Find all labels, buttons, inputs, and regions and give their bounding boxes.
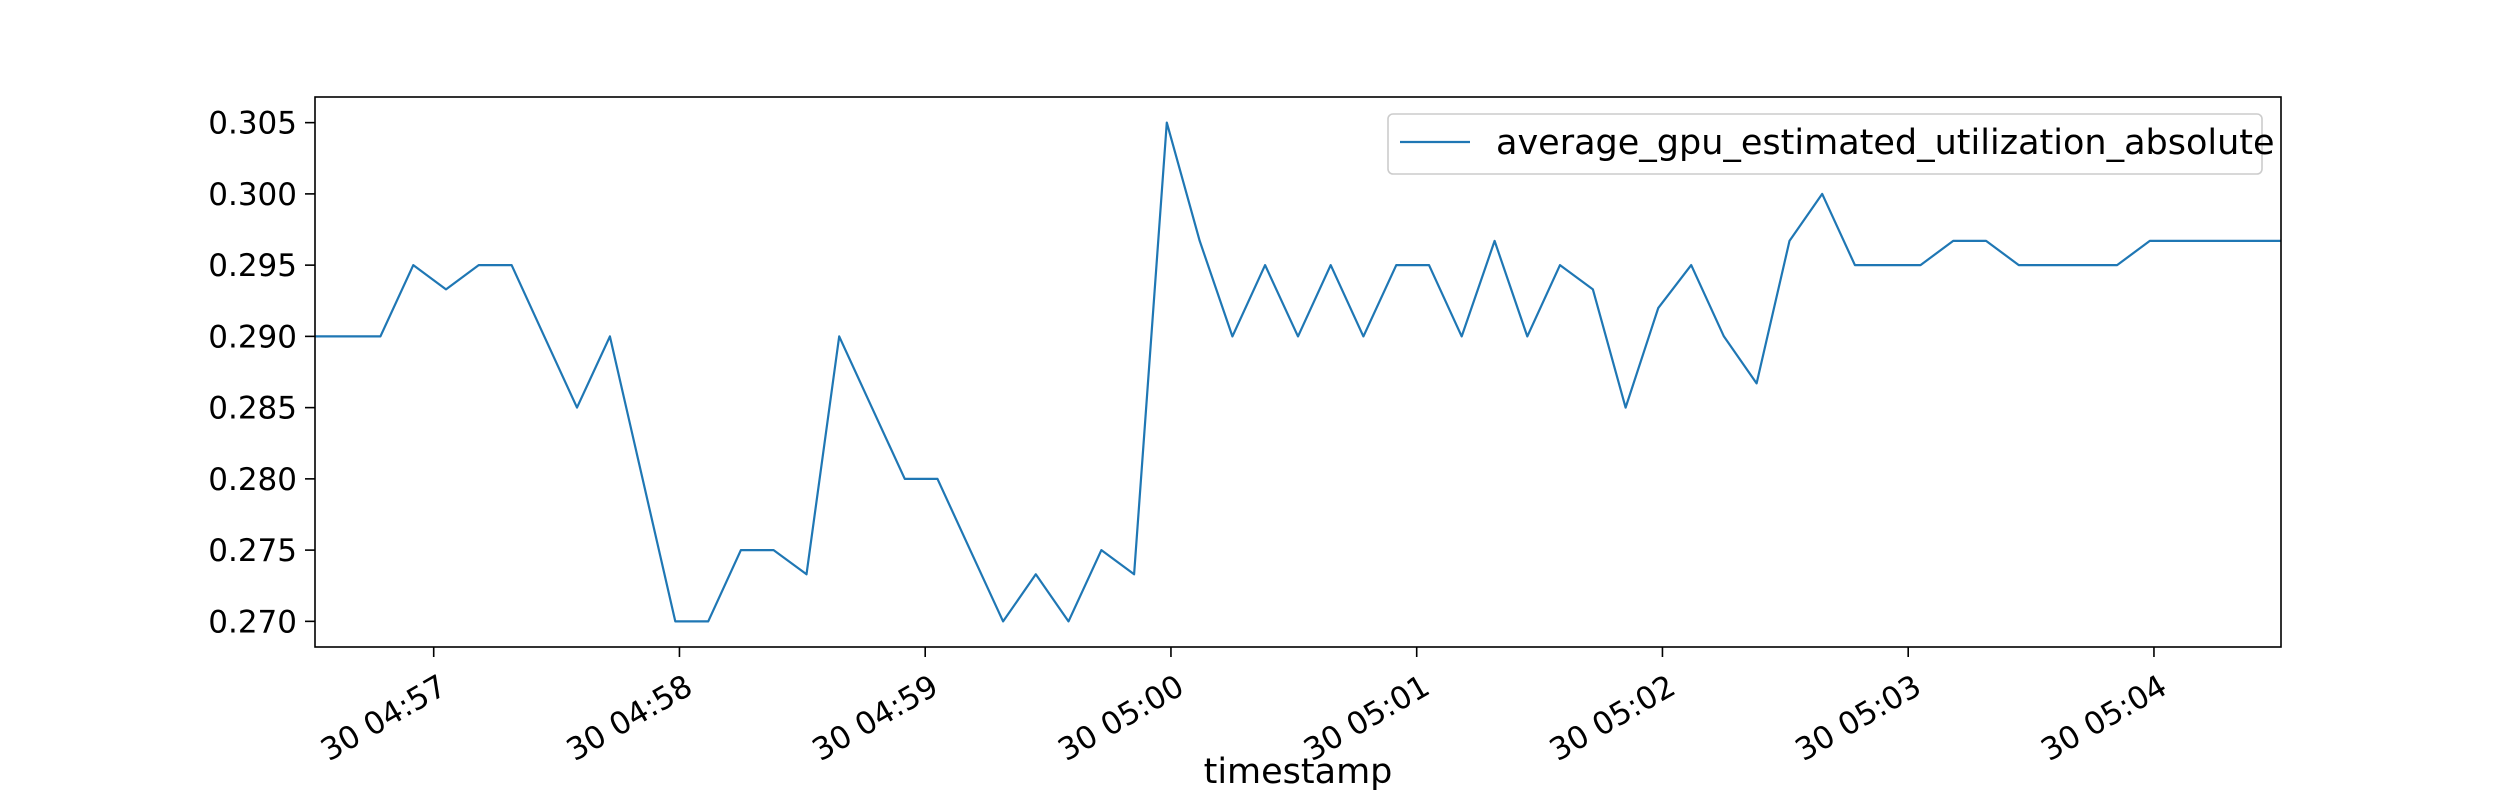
y-tick-label: 0.290 [208,319,297,355]
x-tick-label: 30 04:59 [806,668,944,768]
x-axis-label: timestamp [1204,752,1393,792]
series-line-0 [315,121,2281,623]
x-tick-label: 30 05:04 [2035,668,2173,768]
y-tick-label: 0.285 [208,391,297,427]
x-tick-label: 30 04:58 [561,668,699,768]
y-tick-label: 0.300 [208,177,297,213]
x-tick-label: 30 05:00 [1052,668,1190,768]
legend-box [1387,113,2263,175]
x-tick-label: 30 04:57 [315,668,453,768]
y-tick-label: 0.275 [208,533,297,569]
plot-frame [314,96,2282,648]
x-tick-label: 30 05:02 [1544,668,1682,768]
legend: average_gpu_estimated_utilization_absolu… [1387,113,2275,175]
legend-entry: average_gpu_estimated_utilization_absolu… [1496,123,2275,163]
x-axis: 30 04:57 30 04:58 30 04:59 30 05:00 30 05:01… [315,647,2173,769]
y-tick-label: 0.270 [208,604,297,640]
y-tick-label: 0.305 [208,106,297,142]
x-tick-label: 30 05:03 [1789,668,1927,768]
y-axis: 0.270 0.275 0.280 0.285 0.290 0.295 0.300 0.305 [208,106,315,640]
y-tick-label: 0.295 [208,248,297,284]
y-tick-label: 0.280 [208,462,297,498]
plot-area [315,121,2281,623]
